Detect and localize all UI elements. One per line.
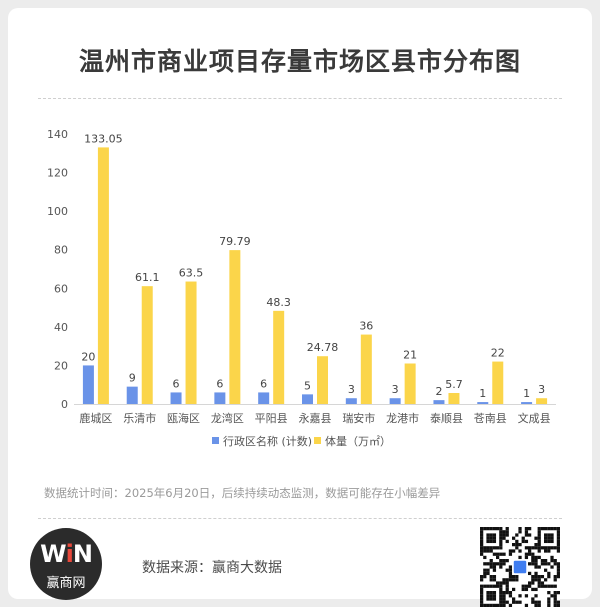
count-bar xyxy=(521,402,533,404)
count-bar xyxy=(389,398,401,404)
volume-bar xyxy=(536,398,548,404)
volume-bar xyxy=(448,393,460,404)
count-data-label: 6 xyxy=(260,377,267,390)
footer-divider xyxy=(38,518,562,519)
volume-bar xyxy=(141,286,153,404)
title-divider xyxy=(38,98,562,99)
legend-label-count: 行政区名称 (计数) xyxy=(223,434,312,448)
count-data-label: 5 xyxy=(304,379,311,392)
volume-data-label: 5.7 xyxy=(445,378,463,391)
volume-data-label: 63.5 xyxy=(179,267,204,280)
y-tick-label: 60 xyxy=(54,282,68,295)
count-bar xyxy=(433,400,445,404)
page-title: 温州市商业项目存量市场区县市分布图 xyxy=(78,47,521,76)
count-data-label: 6 xyxy=(216,377,223,390)
count-data-label: 1 xyxy=(479,387,486,400)
count-data-label: 3 xyxy=(392,383,399,396)
volume-data-label: 24.78 xyxy=(307,341,339,354)
volume-data-label: 36 xyxy=(359,320,373,333)
y-tick-label: 120 xyxy=(47,167,68,180)
y-tick-label: 140 xyxy=(47,128,68,141)
count-bar xyxy=(82,365,94,404)
volume-data-label: 79.79 xyxy=(219,235,251,248)
count-data-label: 9 xyxy=(129,372,136,385)
volume-bar xyxy=(492,361,504,404)
y-tick-label: 80 xyxy=(54,244,68,257)
logo-text: 赢商网 xyxy=(46,576,86,591)
count-bar xyxy=(258,392,270,404)
count-bar xyxy=(345,398,357,404)
count-bar xyxy=(126,386,138,404)
volume-bar xyxy=(229,250,241,404)
qr-code-icon xyxy=(480,527,560,607)
count-data-label: 20 xyxy=(81,350,95,363)
count-data-label: 2 xyxy=(435,385,442,398)
x-tick-label: 苍南县 xyxy=(474,412,507,425)
bar-chart: 02040608010012014020133.05鹿城区961.1乐清市663… xyxy=(47,128,556,448)
volume-bar xyxy=(97,147,109,404)
count-bar xyxy=(302,394,313,404)
data-source: 数据来源：赢商大数据 xyxy=(142,560,282,576)
x-tick-label: 鹿城区 xyxy=(79,411,112,425)
legend-swatch-count xyxy=(212,437,219,444)
volume-bar xyxy=(317,356,328,404)
volume-bar xyxy=(185,281,197,404)
y-tick-label: 20 xyxy=(54,359,68,372)
volume-bar xyxy=(273,310,285,404)
x-tick-label: 文成县 xyxy=(518,411,551,425)
volume-data-label: 48.3 xyxy=(266,296,291,309)
legend-label-volume: 体量（万㎡） xyxy=(325,434,391,448)
x-tick-label: 瑞安市 xyxy=(342,411,375,425)
x-tick-label: 泰顺县 xyxy=(430,411,463,425)
y-tick-label: 100 xyxy=(47,205,68,218)
winshang-logo: WiN 赢商网 xyxy=(30,528,102,600)
report-card: 温州市商业项目存量市场区县市分布图 0 20 40 60 80 100 120 140 20 13… xyxy=(8,8,592,607)
x-tick-label: 瓯海区 xyxy=(167,411,200,425)
legend-swatch-volume xyxy=(314,437,321,444)
count-data-label: 6 xyxy=(173,377,180,390)
volume-bar xyxy=(404,363,416,404)
statistics-note: 数据统计时间：2025年6月20日，后续持续动态监测，数据可能存在小幅差异 xyxy=(44,486,441,500)
y-tick-label: 40 xyxy=(54,321,68,334)
volume-data-label: 21 xyxy=(403,349,417,362)
x-tick-label: 龙港市 xyxy=(386,411,419,425)
count-bar xyxy=(477,402,489,404)
volume-data-label: 61.1 xyxy=(135,271,160,284)
count-data-label: 3 xyxy=(348,383,355,396)
x-tick-label: 平阳县 xyxy=(255,412,288,425)
y-tick-label: 0 xyxy=(61,398,68,411)
x-tick-label: 乐清市 xyxy=(123,411,156,425)
volume-data-label: 133.05 xyxy=(84,132,123,145)
count-bar xyxy=(170,392,182,404)
logo-mark: WiN xyxy=(40,540,93,568)
x-tick-label: 永嘉县 xyxy=(299,411,332,425)
volume-data-label: 3 xyxy=(538,383,545,396)
volume-bar xyxy=(360,334,372,404)
count-data-label: 1 xyxy=(523,387,530,400)
volume-data-label: 22 xyxy=(491,347,505,360)
x-tick-label: 龙湾区 xyxy=(211,411,244,425)
count-bar xyxy=(214,392,226,404)
